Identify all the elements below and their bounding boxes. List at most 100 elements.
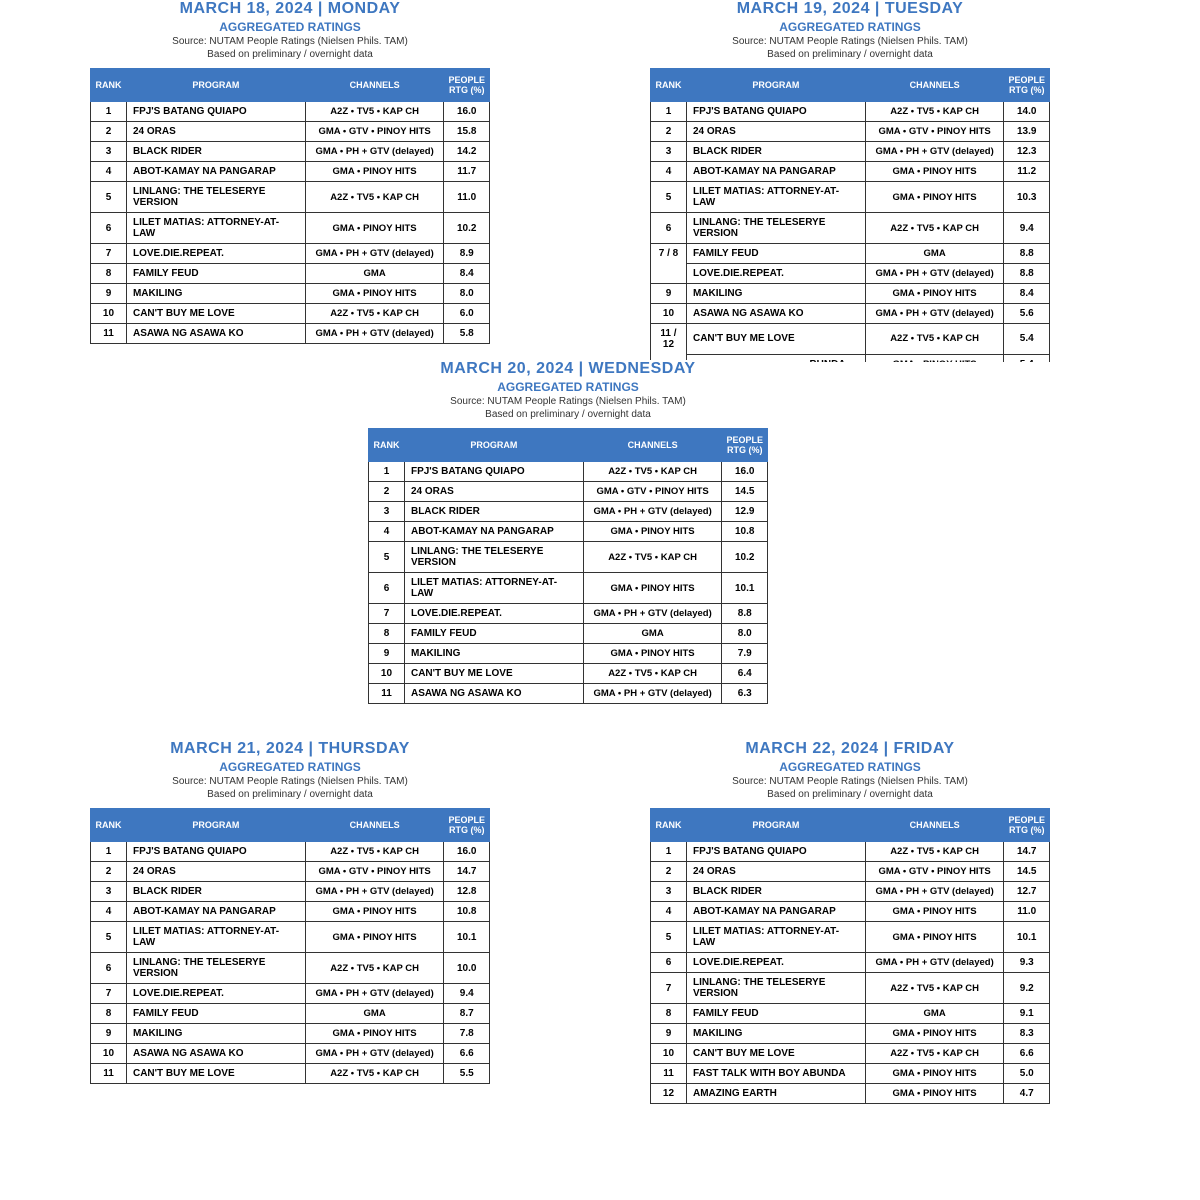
channels-cell: GMA: [305, 264, 444, 284]
channels-cell: GMA • PH + GTV (delayed): [305, 1044, 444, 1064]
rank-cell: 7: [369, 604, 405, 624]
rank-cell: 6: [651, 953, 687, 973]
rating-cell: 8.4: [444, 264, 490, 284]
table-row: 224 ORASGMA • GTV • PINOY HITS15.8: [91, 122, 490, 142]
table-row: 9MAKILINGGMA • PINOY HITS7.8: [91, 1024, 490, 1044]
rating-cell: 8.4: [1004, 284, 1050, 304]
column-header: RANK: [651, 69, 687, 102]
program-cell: ABOT-KAMAY NA PANGARAP: [404, 522, 583, 542]
table-row: 11ASAWA NG ASAWA KOGMA • PH + GTV (delay…: [369, 684, 768, 704]
rank-cell: 1: [91, 102, 127, 122]
table-row: 4ABOT-KAMAY NA PANGARAPGMA • PINOY HITS1…: [651, 162, 1050, 182]
program-cell: MAKILING: [404, 644, 583, 664]
rating-cell: 16.0: [444, 102, 490, 122]
table-row: 5LILET MATIAS: ATTORNEY-AT-LAWGMA • PINO…: [651, 182, 1050, 213]
channels-cell: GMA • PH + GTV (delayed): [305, 142, 444, 162]
rating-cell: 5.0: [1004, 1064, 1050, 1084]
table-row: 6LINLANG: THE TELESERYE VERSIONA2Z • TV5…: [651, 213, 1050, 244]
column-header: PROGRAM: [686, 809, 865, 842]
rating-cell: 9.4: [1004, 213, 1050, 244]
rank-cell: 8: [91, 264, 127, 284]
channels-cell: GMA • PINOY HITS: [865, 182, 1004, 213]
table-row: 3BLACK RIDERGMA • PH + GTV (delayed)12.7: [651, 882, 1050, 902]
program-cell: FPJ'S BATANG QUIAPO: [686, 842, 865, 862]
program-cell: FAMILY FEUD: [686, 1004, 865, 1024]
rank-cell: 7 / 8: [651, 244, 687, 264]
rating-cell: 6.4: [722, 664, 768, 684]
table-row: 224 ORASGMA • GTV • PINOY HITS14.5: [651, 862, 1050, 882]
rank-cell: 4: [369, 522, 405, 542]
column-header: RANK: [91, 69, 127, 102]
channels-cell: A2Z • TV5 • KAP CH: [865, 102, 1004, 122]
channels-cell: GMA • PINOY HITS: [305, 284, 444, 304]
channels-cell: GMA • PINOY HITS: [305, 213, 444, 244]
rank-cell: 2: [91, 862, 127, 882]
rating-cell: 10.3: [1004, 182, 1050, 213]
column-header: PEOPLERTG (%): [444, 809, 490, 842]
rating-cell: 8.0: [444, 284, 490, 304]
table-row: 5LINLANG: THE TELESERYE VERSIONA2Z • TV5…: [369, 542, 768, 573]
table-row: 7LINLANG: THE TELESERYE VERSIONA2Z • TV5…: [651, 973, 1050, 1004]
channels-cell: GMA • PINOY HITS: [865, 902, 1004, 922]
table-row: 1FPJ'S BATANG QUIAPOA2Z • TV5 • KAP CH16…: [369, 462, 768, 482]
rating-cell: 9.1: [1004, 1004, 1050, 1024]
rank-cell: 6: [91, 953, 127, 984]
rating-cell: 14.5: [722, 482, 768, 502]
panel-subtitle: AGGREGATED RATINGS: [610, 20, 1090, 34]
rating-cell: 8.0: [722, 624, 768, 644]
panel-source-line-1: Source: NUTAM People Ratings (Nielsen Ph…: [328, 396, 808, 407]
ratings-table: RANKPROGRAMCHANNELSPEOPLERTG (%)1FPJ'S B…: [90, 68, 490, 344]
ratings-panel-tuesday: MARCH 19, 2024 | TUESDAYAGGREGATED RATIN…: [610, 0, 1090, 362]
channels-cell: GMA • PH + GTV (delayed): [865, 264, 1004, 284]
program-cell: CAN'T BUY ME LOVE: [686, 324, 865, 355]
program-cell: ASAWA NG ASAWA KO: [404, 684, 583, 704]
rating-cell: 14.7: [1004, 842, 1050, 862]
rank-cell: 7: [91, 984, 127, 1004]
rank-cell: 7: [91, 244, 127, 264]
rating-cell: 12.8: [444, 882, 490, 902]
table-row: 3BLACK RIDERGMA • PH + GTV (delayed)12.9: [369, 502, 768, 522]
rank-cell: 1: [369, 462, 405, 482]
rating-cell: 7.8: [444, 1024, 490, 1044]
table-row: 8FAMILY FEUDGMA8.4: [91, 264, 490, 284]
rank-cell: 5: [91, 182, 127, 213]
program-cell: LILET MATIAS: ATTORNEY-AT-LAW: [126, 922, 305, 953]
rank-cell: 2: [651, 862, 687, 882]
rating-cell: 5.6: [1004, 304, 1050, 324]
rating-cell: 8.3: [1004, 1024, 1050, 1044]
program-cell: LILET MATIAS: ATTORNEY-AT-LAW: [126, 213, 305, 244]
column-header: CHANNELS: [865, 809, 1004, 842]
ratings-table: RANKPROGRAMCHANNELSPEOPLERTG (%)1FPJ'S B…: [650, 68, 1050, 362]
rating-cell: 12.9: [722, 502, 768, 522]
program-cell: 24 ORAS: [126, 862, 305, 882]
table-row: LOVE.DIE.REPEAT.GMA • PH + GTV (delayed)…: [651, 264, 1050, 284]
rating-cell: 11.0: [444, 182, 490, 213]
rating-cell: 8.8: [722, 604, 768, 624]
table-row: 4ABOT-KAMAY NA PANGARAPGMA • PINOY HITS1…: [651, 902, 1050, 922]
program-cell: MAKILING: [686, 1024, 865, 1044]
rank-cell: 5: [651, 182, 687, 213]
table-row: 4ABOT-KAMAY NA PANGARAPGMA • PINOY HITS1…: [369, 522, 768, 542]
table-row: 8FAMILY FEUDGMA9.1: [651, 1004, 1050, 1024]
column-header: CHANNELS: [865, 69, 1004, 102]
channels-cell: A2Z • TV5 • KAP CH: [305, 953, 444, 984]
rating-cell: 9.2: [1004, 973, 1050, 1004]
table-row: 11FAST TALK WITH BOY ABUNDAGMA • PINOY H…: [651, 1064, 1050, 1084]
table-row: 7LOVE.DIE.REPEAT.GMA • PH + GTV (delayed…: [369, 604, 768, 624]
table-row: 9MAKILINGGMA • PINOY HITS8.3: [651, 1024, 1050, 1044]
channels-cell: GMA: [583, 624, 722, 644]
table-row: 4ABOT-KAMAY NA PANGARAPGMA • PINOY HITS1…: [91, 902, 490, 922]
program-cell: ABOT-KAMAY NA PANGARAP: [686, 162, 865, 182]
rank-cell: 3: [369, 502, 405, 522]
channels-cell: GMA • GTV • PINOY HITS: [583, 482, 722, 502]
panel-source-line-1: Source: NUTAM People Ratings (Nielsen Ph…: [50, 36, 530, 47]
channels-cell: GMA • PINOY HITS: [305, 922, 444, 953]
rank-cell: 5: [651, 922, 687, 953]
program-cell: ABOT-KAMAY NA PANGARAP: [686, 902, 865, 922]
table-row: 6LILET MATIAS: ATTORNEY-AT-LAWGMA • PINO…: [91, 213, 490, 244]
channels-cell: GMA • PH + GTV (delayed): [865, 304, 1004, 324]
rating-cell: 15.8: [444, 122, 490, 142]
rating-cell: 12.3: [1004, 142, 1050, 162]
program-cell: LOVE.DIE.REPEAT.: [686, 264, 865, 284]
channels-cell: A2Z • TV5 • KAP CH: [305, 102, 444, 122]
